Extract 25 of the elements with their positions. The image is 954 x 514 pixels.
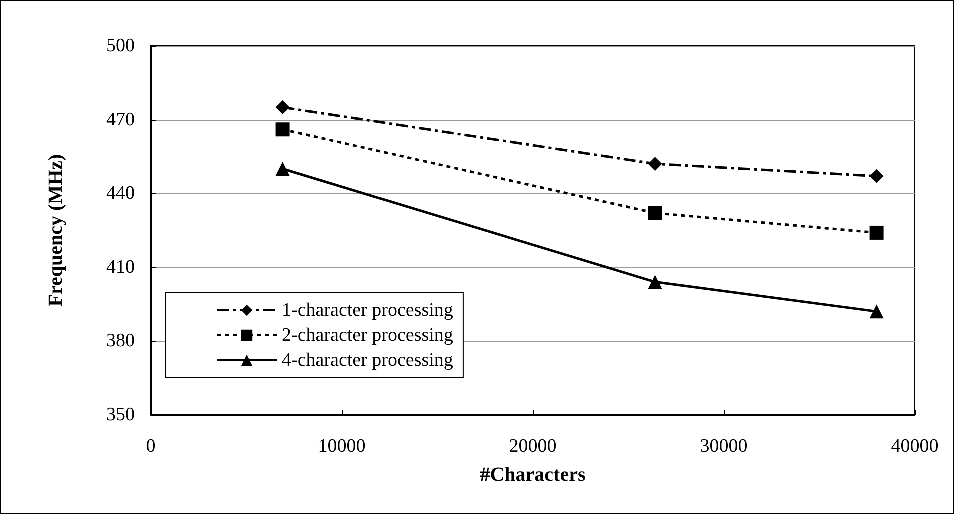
point bbox=[276, 100, 290, 114]
point bbox=[870, 304, 884, 319]
y-axis-title: Frequency (MHz) bbox=[45, 154, 67, 307]
point bbox=[648, 206, 662, 220]
x-tick-label: 0 bbox=[146, 436, 156, 457]
x-tick-label: 10000 bbox=[318, 436, 366, 457]
y-tick-label: 410 bbox=[106, 256, 135, 278]
point bbox=[276, 162, 290, 176]
y-tick-label: 380 bbox=[106, 330, 135, 352]
x-axis-title: #Characters bbox=[480, 464, 586, 486]
x-tick-label: 40000 bbox=[891, 436, 939, 457]
y-tick-label: 440 bbox=[106, 183, 135, 204]
point bbox=[648, 275, 662, 290]
legend-label: 4-character processing bbox=[282, 350, 454, 371]
x-tick-label: 30000 bbox=[700, 436, 748, 457]
y-tick-label: 500 bbox=[106, 36, 135, 56]
legend-label: 1-character processing bbox=[282, 300, 454, 321]
y-tick-label: 350 bbox=[106, 404, 135, 426]
point bbox=[870, 169, 884, 184]
point bbox=[276, 122, 290, 137]
legend-label: 2-character processing bbox=[282, 325, 454, 346]
point bbox=[870, 226, 884, 240]
x-tick-label: 20000 bbox=[509, 436, 557, 457]
point bbox=[648, 157, 662, 172]
y-tick-label: 470 bbox=[106, 109, 135, 130]
